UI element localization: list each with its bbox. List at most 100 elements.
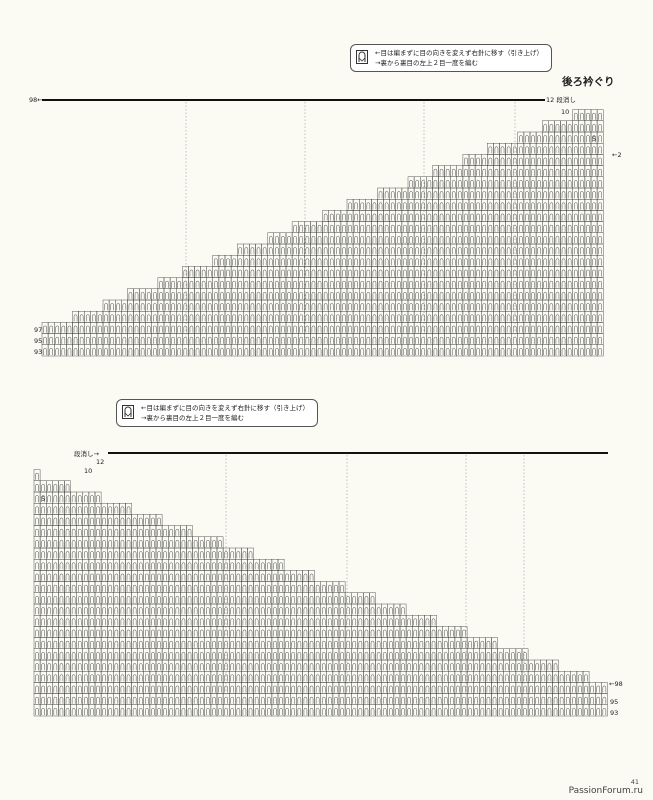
bottom-stitch-symbol (456, 708, 460, 715)
top-stitch-symbol (403, 336, 407, 344)
top-cell (420, 176, 427, 189)
top-cell (407, 288, 415, 301)
top-cell (84, 333, 91, 346)
bottom-stitch-symbol (218, 629, 222, 637)
top-stitch-symbol (488, 258, 493, 266)
bottom-cell (308, 581, 315, 594)
top-cell (529, 165, 537, 178)
top-stitch-symbol (494, 213, 499, 221)
bottom-cell (33, 592, 41, 605)
bottom-cell (570, 693, 578, 706)
bottom-cell (39, 514, 47, 526)
bottom-stitch-symbol (102, 674, 106, 682)
bottom-cell (381, 682, 389, 694)
bottom-cell (332, 581, 340, 594)
bottom-cell (290, 637, 297, 650)
top-cell (462, 311, 470, 323)
top-cell (542, 299, 549, 312)
bottom-cell (314, 581, 321, 594)
top-stitch-symbol (378, 348, 383, 355)
top-cell (383, 266, 390, 278)
bottom-stitch-symbol (535, 674, 539, 682)
bottom-cell (155, 570, 163, 582)
bottom-stitch-symbol (486, 652, 491, 659)
bottom-cell (119, 581, 126, 594)
top-cell (566, 142, 573, 155)
top-cell (560, 333, 567, 346)
bottom-stitch-symbol (157, 685, 161, 693)
top-cell (304, 333, 311, 346)
bottom-cell (161, 547, 169, 560)
bottom-cell (418, 682, 425, 694)
top-stitch-symbol (543, 348, 547, 355)
bottom-stitch-symbol (273, 652, 277, 659)
top-stitch-symbol (275, 314, 279, 322)
bottom-cell (52, 704, 59, 717)
top-cell (554, 277, 561, 290)
top-cell (450, 333, 458, 346)
top-cell (523, 277, 531, 290)
bottom-cell (180, 626, 187, 638)
bottom-stitch-symbol (212, 708, 216, 715)
bottom-cell (88, 614, 96, 627)
bottom-stitch-symbol (389, 618, 393, 626)
bottom-cell (424, 614, 431, 627)
bottom-cell (277, 558, 285, 571)
top-stitch-symbol (543, 325, 547, 333)
bottom-stitch-symbol (254, 607, 259, 615)
bottom-cell (106, 570, 114, 582)
bottom-cell (405, 648, 413, 661)
bottom-cell (399, 614, 407, 627)
bottom-cell (265, 693, 273, 706)
top-cell (304, 221, 311, 234)
top-stitch-symbol (147, 292, 151, 299)
bottom-cell (521, 682, 529, 694)
bottom-cell (39, 614, 47, 627)
bottom-cell (271, 581, 279, 594)
bottom-cell (186, 693, 193, 706)
top-cell (523, 254, 531, 267)
bottom-cell (106, 614, 114, 627)
top-stitch-symbol (189, 314, 194, 322)
top-stitch-symbol (574, 236, 578, 243)
bottom-cell (46, 592, 53, 605)
top-cell (127, 344, 134, 357)
bottom-stitch-symbol (395, 640, 399, 648)
top-cell (517, 322, 525, 334)
bottom-stitch-symbol (200, 584, 204, 592)
bottom-stitch-symbol (541, 663, 546, 671)
top-stitch-symbol (592, 280, 596, 288)
bottom-stitch-symbol (108, 708, 112, 715)
top-stitch-symbol (500, 292, 505, 299)
top-cell (401, 322, 409, 334)
bottom-stitch-symbol (47, 495, 51, 503)
bottom-stitch-symbol (65, 562, 70, 570)
bottom-stitch-symbol (419, 696, 424, 704)
top-cell (322, 277, 329, 290)
top-stitch-symbol (464, 258, 468, 266)
top-stitch-symbol (445, 224, 450, 232)
bottom-stitch-symbol (145, 584, 149, 592)
bottom-stitch-symbol (376, 663, 381, 671)
top-cell (523, 288, 531, 301)
bottom-cell (479, 704, 486, 717)
bottom-cell (241, 547, 248, 560)
top-cell (133, 311, 140, 323)
bottom-cell (448, 648, 456, 661)
top-stitch-symbol (549, 348, 554, 355)
top-stitch-symbol (458, 314, 462, 322)
bottom-cell (436, 682, 443, 694)
bottom-cell (58, 558, 65, 571)
bottom-cell (253, 693, 260, 706)
bottom-stitch-symbol (322, 607, 326, 615)
top-cell (218, 299, 226, 312)
top-cell (542, 187, 549, 200)
bottom-stitch-symbol (456, 663, 460, 671)
top-stitch-symbol (464, 336, 468, 344)
top-stitch-symbol (445, 236, 450, 243)
bottom-cell (222, 704, 230, 717)
bottom-cell (106, 693, 114, 706)
top-stitch-symbol (372, 292, 377, 299)
bottom-label-row-5: 5 (41, 495, 46, 503)
top-stitch-symbol (555, 146, 560, 154)
